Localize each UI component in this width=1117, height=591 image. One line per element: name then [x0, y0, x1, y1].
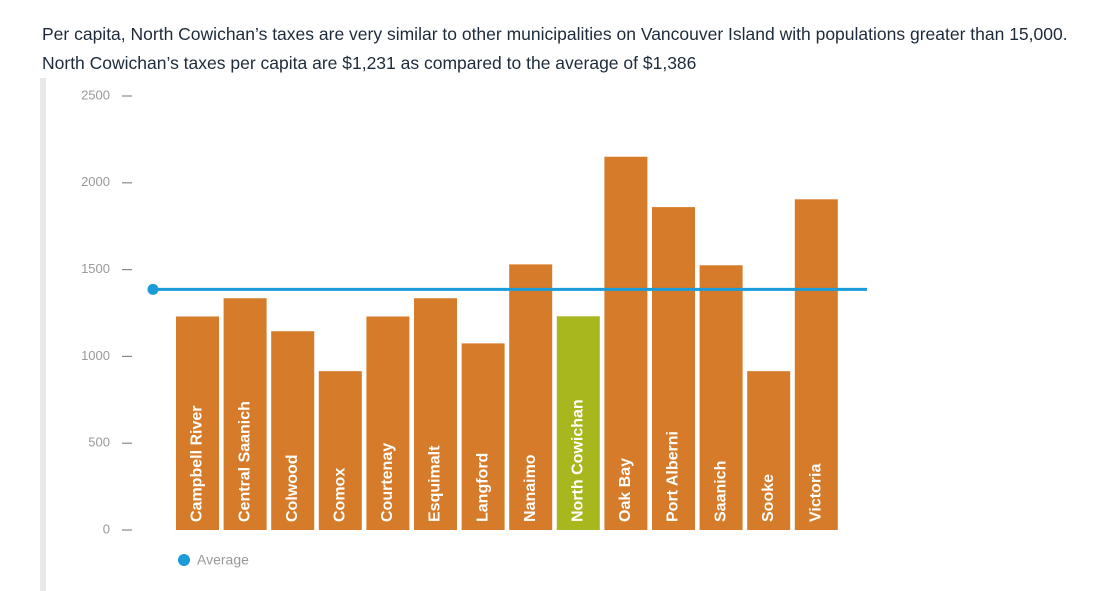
- bar: [414, 298, 457, 530]
- legend-label: Average: [197, 552, 249, 568]
- bar-label: Comox: [332, 468, 349, 522]
- bar-label: Victoria: [808, 464, 825, 523]
- bar-label: Campbell River: [189, 406, 206, 522]
- bar-label: Colwood: [284, 454, 301, 522]
- bar: [461, 343, 505, 530]
- bar: [223, 298, 267, 530]
- bar: [176, 316, 219, 530]
- bar-label: Sooke: [760, 474, 777, 522]
- bar-label: Oak Bay: [617, 458, 634, 522]
- bar: [794, 199, 838, 531]
- chart-description: Per capita, North Cowichan’s taxes are v…: [42, 24, 1068, 73]
- bar: [509, 264, 553, 530]
- bar-label: Nanaimo: [522, 454, 539, 522]
- bar: [747, 371, 791, 530]
- bar: [699, 265, 743, 530]
- legend-marker: [178, 554, 190, 566]
- bar: [271, 331, 315, 530]
- bar-label: Saanich: [712, 461, 729, 522]
- side-rule: [40, 78, 46, 591]
- y-tick-label: 1000: [81, 348, 110, 363]
- bar: [318, 371, 362, 530]
- bar: [652, 207, 695, 530]
- bar-label: Courtenay: [379, 443, 396, 522]
- y-tick-label: 0: [103, 521, 110, 536]
- bar-label: Esquimalt: [427, 445, 444, 522]
- y-tick-label: 1500: [81, 261, 110, 276]
- bar-label: Langford: [474, 453, 491, 522]
- bar-label: Port Alberni: [665, 431, 682, 522]
- y-tick-label: 2500: [81, 87, 110, 102]
- average-marker: [147, 283, 159, 295]
- bar: [604, 156, 648, 530]
- bar: [366, 316, 410, 530]
- bar-label: Central Saanich: [236, 401, 253, 522]
- bar-label: North Cowichan: [570, 399, 587, 522]
- y-tick-label: 500: [88, 435, 110, 450]
- y-tick-label: 2000: [81, 174, 110, 189]
- bar: [556, 316, 600, 530]
